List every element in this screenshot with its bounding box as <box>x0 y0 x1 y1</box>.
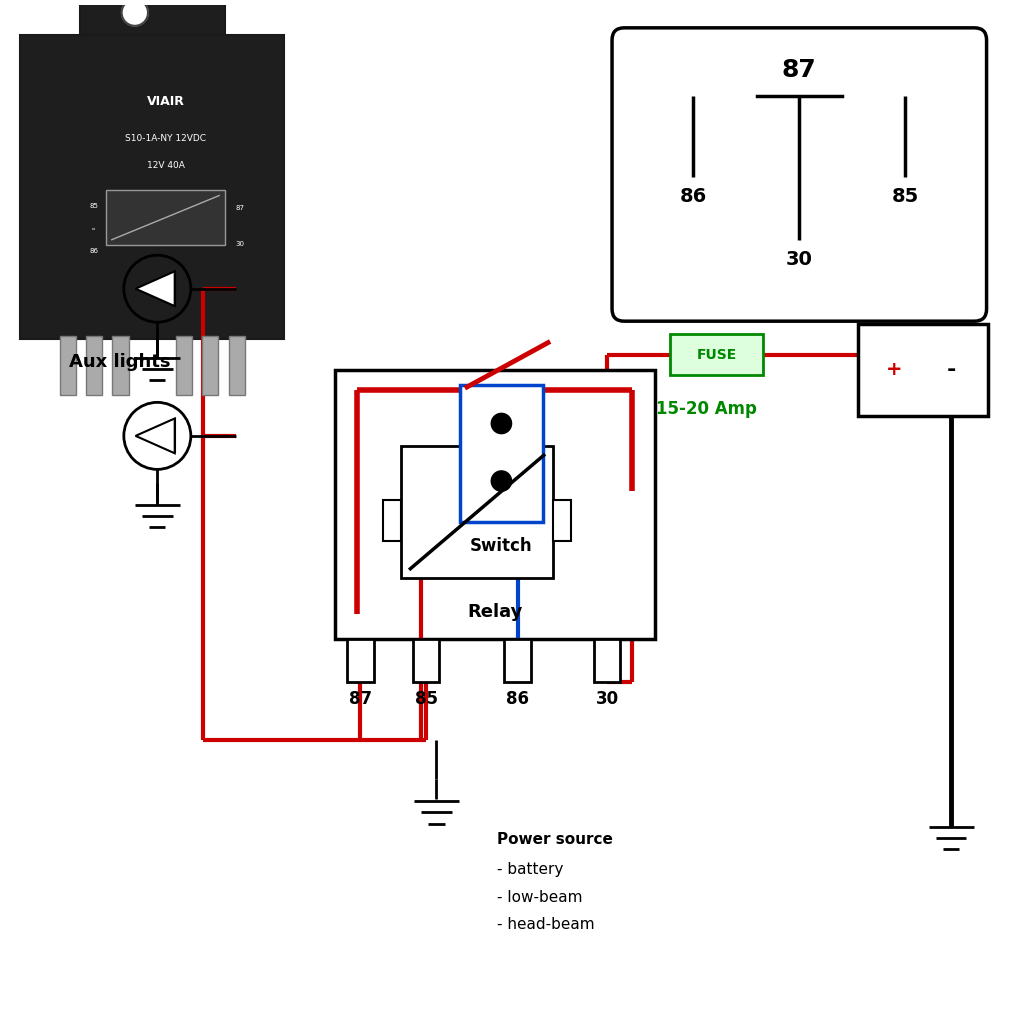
Bar <box>228 337 245 395</box>
Bar <box>113 337 129 395</box>
FancyBboxPatch shape <box>612 28 987 322</box>
Text: 87: 87 <box>782 58 817 82</box>
Text: - low-beam: - low-beam <box>497 890 583 904</box>
Bar <box>460 385 543 522</box>
Bar <box>335 370 655 639</box>
Text: +: + <box>886 360 902 380</box>
Text: - head-beam: - head-beam <box>497 916 595 932</box>
Bar <box>20 35 284 339</box>
Bar <box>594 639 620 682</box>
Bar <box>413 639 439 682</box>
Text: -: - <box>947 359 956 380</box>
Text: 87: 87 <box>349 689 371 708</box>
Bar <box>202 337 218 395</box>
Circle shape <box>122 0 148 26</box>
Text: 85: 85 <box>89 203 98 209</box>
Text: FUSE: FUSE <box>696 348 737 361</box>
Text: Aux lights: Aux lights <box>69 353 171 371</box>
Text: 12V 40A: 12V 40A <box>146 162 185 170</box>
Text: 30: 30 <box>786 250 813 269</box>
Bar <box>347 639 374 682</box>
Circle shape <box>491 471 512 492</box>
Text: 30: 30 <box>235 241 245 247</box>
Text: 30: 30 <box>596 689 618 708</box>
Bar <box>553 501 571 541</box>
Text: 86: 86 <box>680 187 706 206</box>
Bar <box>858 325 988 416</box>
Text: 85: 85 <box>892 187 919 206</box>
Bar <box>107 190 225 245</box>
Circle shape <box>491 414 512 433</box>
Text: VIAIR: VIAIR <box>146 95 185 109</box>
Bar <box>176 337 192 395</box>
Polygon shape <box>136 271 175 306</box>
Bar <box>79 0 225 35</box>
Text: ᵒ: ᵒ <box>92 226 95 234</box>
Polygon shape <box>136 419 175 454</box>
Bar <box>60 337 76 395</box>
Text: 15-20 Amp: 15-20 Amp <box>656 400 757 419</box>
Text: 86: 86 <box>89 248 98 254</box>
Text: 85: 85 <box>415 689 437 708</box>
Text: 86: 86 <box>506 689 529 708</box>
Bar <box>401 446 553 578</box>
Text: S10-1A-NY 12VDC: S10-1A-NY 12VDC <box>125 134 206 143</box>
Text: 87: 87 <box>235 205 245 211</box>
Bar <box>504 639 531 682</box>
Bar <box>86 337 103 395</box>
Bar <box>670 335 763 375</box>
Text: Power source: Power source <box>497 831 613 847</box>
Text: Relay: Relay <box>467 602 523 621</box>
Text: Switch: Switch <box>470 538 533 555</box>
Text: - battery: - battery <box>497 862 563 878</box>
Bar <box>383 501 401 541</box>
